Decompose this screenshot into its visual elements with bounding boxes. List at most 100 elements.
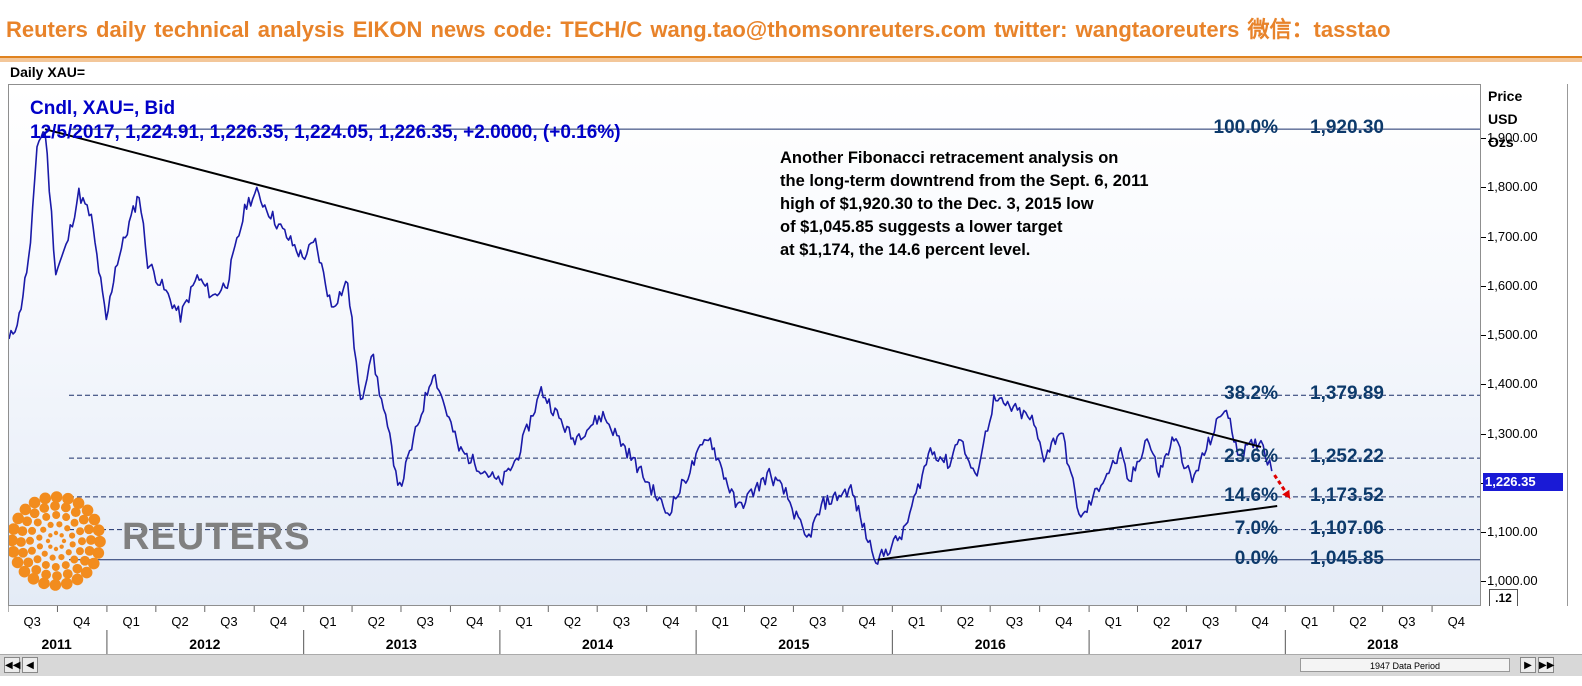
y-tick-mark — [1481, 433, 1486, 435]
x-year-label: 2015 — [778, 636, 810, 652]
reuters-logo-dot — [28, 526, 37, 535]
x-quarter-label: Q3 — [1201, 614, 1220, 629]
reuters-logo-dot — [79, 555, 90, 566]
annotation-line: at $1,174, the 14.6 percent level. — [780, 241, 1031, 259]
reuters-logo-dot — [72, 497, 85, 510]
reuters-logo-dot — [62, 513, 71, 522]
reuters-logo-dot — [48, 544, 53, 549]
reuters-logo-dot — [36, 543, 43, 550]
reuters-logo-dot — [12, 512, 25, 525]
reuters-logo-dot — [33, 555, 42, 564]
reuters-logo-dot — [11, 556, 24, 569]
x-year-label: 2017 — [1171, 636, 1203, 652]
x-quarter-label: Q3 — [612, 614, 631, 629]
fib-value-label: 1,173.52 — [1310, 484, 1384, 506]
reuters-logo-dot — [33, 518, 42, 527]
reuters-logo-dot — [69, 532, 76, 539]
reuters-logo-dot — [94, 535, 106, 548]
reuters-logo-dot — [92, 547, 105, 559]
y-tick-mark — [1481, 285, 1486, 287]
reuters-logo-dot — [50, 491, 63, 503]
x-year-label: 2013 — [385, 636, 417, 652]
annotation-line: Another Fibonacci retracement analysis o… — [780, 149, 1119, 167]
x-quarter-label: Q1 — [711, 614, 729, 629]
reuters-logo-dot — [38, 577, 50, 590]
reuters-logo-dot — [18, 547, 28, 558]
x-quarter-label: Q1 — [1300, 614, 1319, 629]
y-tick-mark — [1481, 581, 1486, 583]
reuters-logo-dot — [27, 572, 40, 585]
reuters-logo-dot — [9, 523, 20, 535]
chart-plot-area[interactable] — [8, 84, 1481, 606]
reuters-logo-dot — [88, 513, 101, 526]
reuters-logo-dot — [26, 536, 35, 545]
x-year-label: 2018 — [1367, 636, 1399, 652]
reuters-logo-dot — [29, 508, 40, 519]
y-tick-mark — [1481, 236, 1486, 238]
reuters-logo-dot — [81, 504, 94, 517]
x-quarter-label: Q4 — [662, 614, 680, 629]
reuters-logo-dot — [62, 569, 73, 579]
y-tick-mark — [1481, 187, 1486, 189]
x-quarter-label: Q4 — [858, 614, 876, 629]
axis-unit-price: Price — [1488, 88, 1523, 104]
y-tick-label: 1,500.00 — [1487, 327, 1538, 343]
reuters-logo-dot — [31, 564, 42, 575]
fib-pct-label: 23.6% — [1224, 446, 1278, 468]
x-quarter-label: Q4 — [1055, 614, 1073, 629]
fib-value-label: 1,920.30 — [1310, 117, 1384, 139]
y-tick-label: 1,600.00 — [1487, 277, 1538, 293]
fib-value-label: 1,045.85 — [1310, 547, 1384, 569]
reuters-logo-dot — [42, 512, 51, 521]
reuters-logo-dot — [65, 549, 72, 556]
y-tick-label: 1,800.00 — [1487, 179, 1538, 195]
reuters-logo-dot — [41, 550, 48, 557]
analysis-annotation: Another Fibonacci retracement analysis o… — [780, 147, 1250, 262]
scroll-thumb[interactable]: 1947 Data Period — [1300, 658, 1510, 672]
reuters-logo-dot — [84, 545, 95, 556]
reuters-logo-dot — [62, 492, 74, 505]
reuters-logo-dot — [18, 565, 31, 578]
panel-title: Daily XAU= — [10, 64, 86, 80]
y-tick-label: 1,700.00 — [1487, 228, 1538, 244]
reuters-logo-dot — [49, 579, 62, 591]
x-quarter-label: Q4 — [72, 614, 91, 629]
reuters-logo-dot — [76, 527, 85, 536]
banner-separator — [0, 58, 1582, 62]
reuters-logo-dot — [59, 533, 64, 538]
y-tick-label: 1,100.00 — [1487, 524, 1538, 540]
x-quarter-label: Q1 — [1104, 614, 1122, 629]
reuters-logo-dot — [71, 573, 84, 586]
y-tick-mark — [1481, 335, 1486, 337]
scroll-first-icon[interactable]: ◀◀ — [4, 657, 20, 673]
zoom-box[interactable]: .12 — [1489, 589, 1518, 607]
banner-text: Reuters daily technical analysis EIKON n… — [6, 17, 1391, 42]
x-quarter-label: Q3 — [416, 614, 434, 629]
reuters-logo-dot — [92, 524, 105, 537]
x-quarter-label: Q4 — [269, 614, 288, 629]
x-quarter-label: Q2 — [956, 614, 975, 629]
annotation-line: high of $1,920.30 to the Dec. 3, 2015 lo… — [780, 195, 1094, 213]
scroll-right-icon[interactable]: ▶ — [1520, 657, 1536, 673]
reuters-logo-dot — [53, 530, 59, 536]
time-scrollbar[interactable]: ◀◀ ◀ 1947 Data Period ▶ ▶▶ — [0, 654, 1582, 676]
reuters-logo-dot — [75, 547, 84, 556]
fib-pct-label: 14.6% — [1224, 484, 1278, 506]
reuters-logo-dot — [45, 538, 51, 544]
x-axis-lines — [8, 606, 1433, 654]
scroll-left-icon[interactable]: ◀ — [22, 657, 38, 673]
price-axis[interactable] — [1481, 84, 1568, 606]
reuters-logo-dot — [50, 501, 60, 511]
fib-value-label: 1,252.22 — [1310, 446, 1384, 468]
axis-unit-usd: USD — [1488, 111, 1518, 127]
x-quarter-label: Q2 — [367, 614, 385, 629]
reuters-logo-dot — [41, 560, 50, 569]
reuters-logo-dot — [19, 503, 32, 516]
x-quarter-label: Q2 — [171, 614, 189, 629]
reuters-logo-dot — [70, 518, 79, 527]
x-year-label: 2016 — [974, 636, 1006, 652]
annotation-line: of $1,045.85 suggests a lower target — [780, 218, 1063, 236]
scroll-last-icon[interactable]: ▶▶ — [1538, 657, 1554, 673]
reuters-logo-dot — [17, 526, 28, 537]
y-tick-label: 1,400.00 — [1487, 376, 1538, 392]
